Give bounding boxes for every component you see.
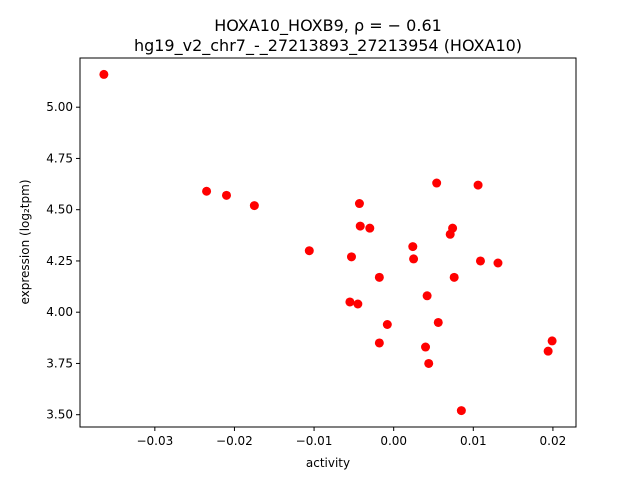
data-point — [473, 180, 483, 190]
x-tick-label: 0.02 — [540, 434, 567, 448]
data-point — [354, 199, 364, 209]
data-point — [433, 317, 443, 327]
data-point — [448, 223, 458, 233]
data-point — [421, 342, 431, 352]
data-point — [432, 178, 442, 188]
y-tick-label: 4.25 — [46, 254, 73, 268]
data-point — [422, 291, 432, 301]
data-point — [374, 338, 384, 348]
y-tick-label: 5.00 — [46, 100, 73, 114]
x-tick-label: −0.01 — [296, 434, 333, 448]
y-tick-label: 4.75 — [46, 151, 73, 165]
x-tick-label: −0.03 — [136, 434, 173, 448]
data-point — [353, 299, 363, 309]
y-tick-label: 4.00 — [46, 305, 73, 319]
data-point — [382, 320, 392, 329]
y-axis-label: expression (log₂tpm) — [18, 179, 32, 304]
data-point — [543, 346, 553, 356]
data-point — [202, 186, 212, 196]
plot-frame — [79, 57, 577, 428]
data-point — [547, 336, 557, 346]
data-point — [365, 223, 375, 233]
x-tick-label: 0.01 — [460, 434, 487, 448]
data-point — [221, 190, 231, 200]
data-point — [456, 406, 466, 416]
data-point — [424, 358, 434, 368]
data-point — [249, 201, 259, 211]
data-point — [374, 272, 384, 282]
data-point — [449, 272, 459, 282]
data-point — [99, 69, 109, 79]
x-tick-label: 0.00 — [380, 434, 407, 448]
y-tick-label: 3.50 — [46, 408, 73, 422]
y-tick-label: 3.75 — [46, 356, 73, 370]
x-axis-label: activity — [306, 456, 350, 470]
chart-title: HOXA10_HOXB9, ρ = − 0.61 hg19_v2_chr7_-_… — [134, 16, 522, 56]
chart-title-line2: hg19_v2_chr7_-_27213893_27213954 (HOXA10… — [134, 36, 522, 56]
chart-title-line1: HOXA10_HOXB9, ρ = − 0.61 — [214, 16, 442, 36]
data-point — [355, 221, 365, 231]
data-point — [346, 252, 356, 262]
data-points — [99, 69, 557, 416]
y-axis-ticks: 3.50 3.75 4.00 4.25 4.50 4.75 5.00 — [46, 100, 80, 422]
data-point — [409, 254, 419, 264]
data-point — [475, 256, 485, 266]
data-point — [493, 258, 503, 268]
y-tick-label: 4.50 — [46, 203, 73, 217]
data-point — [345, 297, 355, 307]
x-tick-label: −0.02 — [216, 434, 253, 448]
x-axis-ticks: −0.03 −0.02 −0.01 0.00 0.01 0.02 — [136, 427, 566, 448]
data-point — [304, 246, 314, 256]
data-point — [408, 242, 418, 252]
